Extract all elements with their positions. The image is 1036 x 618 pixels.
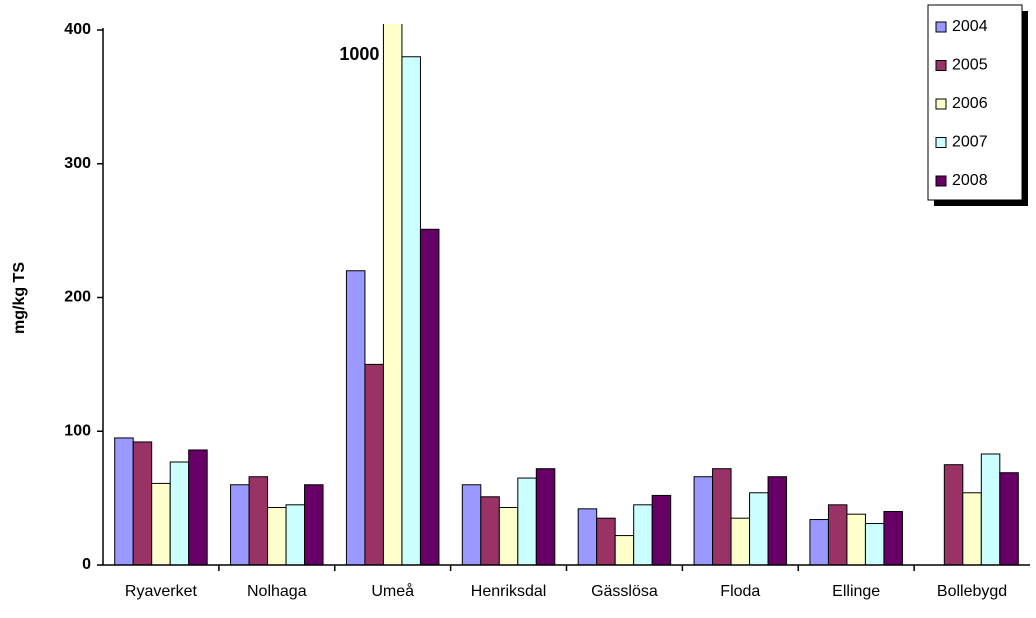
bar	[846, 513, 866, 566]
bar	[827, 504, 848, 566]
bar	[999, 472, 1019, 566]
bar	[498, 506, 519, 566]
bar	[633, 504, 653, 566]
bar	[535, 468, 556, 566]
bar	[693, 476, 714, 566]
legend-swatch	[935, 175, 947, 187]
y-tick-label: 100	[64, 422, 91, 439]
bar	[285, 504, 306, 566]
bar	[132, 441, 153, 566]
y-tick-label: 0	[82, 556, 91, 573]
x-tick-label: Umeå	[371, 582, 414, 600]
bar	[962, 492, 982, 566]
bar	[596, 517, 616, 566]
bar	[614, 535, 635, 566]
bar	[517, 477, 537, 566]
bar	[943, 464, 964, 566]
bar	[651, 494, 672, 566]
bar	[230, 484, 250, 566]
legend-label: 2007	[952, 134, 988, 151]
legend-label: 2005	[952, 57, 988, 74]
x-tick-label: Nolhaga	[247, 583, 307, 600]
bar	[577, 508, 598, 566]
legend-swatch	[935, 137, 947, 148]
bar	[980, 453, 1001, 566]
bar	[345, 270, 366, 566]
y-axis-title: mg/kg TS	[11, 262, 28, 334]
x-tick-label: Henriksdal	[471, 583, 547, 600]
x-tick-label: Ellinge	[832, 583, 880, 600]
bar	[169, 461, 190, 566]
x-tick-label: Gässlösa	[591, 583, 658, 600]
bar	[304, 484, 324, 566]
y-tick-label: 400	[64, 21, 91, 38]
legend-swatch	[935, 21, 947, 33]
bar	[248, 476, 269, 566]
bar	[883, 511, 903, 566]
value-label: 1000	[339, 44, 379, 64]
legend-swatch	[935, 60, 947, 71]
bar	[151, 482, 171, 566]
bar	[480, 496, 500, 566]
legend-label: 2006	[952, 95, 988, 112]
y-tick-label: 200	[64, 289, 91, 306]
bar	[188, 449, 208, 566]
legend-label: 2004	[952, 18, 988, 35]
bar	[809, 519, 829, 566]
bar	[461, 484, 482, 566]
x-tick-label: Bollebygd	[937, 583, 1007, 600]
bar	[382, 24, 403, 566]
plot-area	[114, 24, 1019, 566]
bar	[364, 363, 384, 566]
bar	[419, 228, 440, 566]
bar	[767, 476, 788, 566]
legend-swatch	[935, 98, 947, 110]
x-tick-label: Ryaverket	[125, 583, 198, 600]
y-tick-label: 300	[64, 155, 91, 172]
bar	[749, 492, 769, 566]
bar	[864, 523, 885, 566]
legend-label: 2008	[952, 172, 988, 189]
bar	[712, 468, 732, 566]
bar	[730, 517, 751, 566]
bar	[401, 56, 421, 566]
bar	[114, 437, 134, 566]
bar	[267, 506, 287, 566]
x-tick-label: Floda	[720, 583, 760, 600]
